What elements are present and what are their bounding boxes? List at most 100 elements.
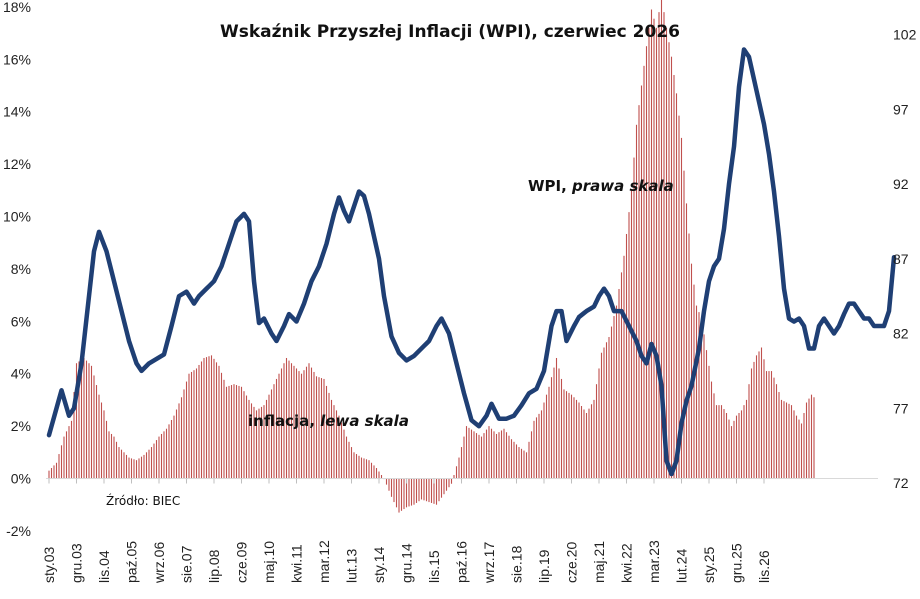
- inflation-bar: [63, 436, 65, 479]
- inflation-bar: [100, 402, 103, 479]
- inflation-bar: [328, 392, 330, 479]
- inflation-bar: [725, 413, 728, 479]
- inflation-bar: [743, 405, 745, 479]
- inflation-bar: [395, 478, 398, 508]
- inflation-bar: [688, 233, 690, 479]
- inflation-bar: [380, 475, 383, 479]
- x-axis-tick-label: cze.09: [234, 542, 250, 583]
- left-axis-tick-label: 0%: [11, 471, 31, 487]
- inflation-bar: [240, 386, 243, 479]
- inflation-bar: [433, 478, 435, 504]
- inflation-bar: [813, 397, 815, 479]
- inflation-bar: [428, 478, 430, 503]
- x-axis-labels: sty.03 gru.03 lis.04 paź.05 wrz.06 sie.07 lip.…: [41, 540, 772, 584]
- inflation-bar: [225, 386, 228, 479]
- inflation-bar: [765, 371, 768, 479]
- inflation-bar: [68, 426, 70, 479]
- inflation-bar: [78, 361, 80, 479]
- inflation-bar: [255, 410, 258, 479]
- inflation-bar: [275, 378, 278, 479]
- inflation-bar: [148, 449, 150, 479]
- inflation-bar: [98, 394, 100, 479]
- inflation-bar: [160, 433, 163, 479]
- x-axis-tick-label: gru.14: [399, 543, 415, 583]
- x-axis-tick-label: sie.07: [179, 545, 195, 583]
- inflation-bar: [468, 427, 470, 479]
- x-axis-tick-label: paź.16: [454, 541, 470, 583]
- inflation-bar: [550, 377, 553, 479]
- inflation-bar: [778, 392, 780, 479]
- inflation-bar: [758, 351, 760, 479]
- right-axis-tick-label: 72: [893, 475, 909, 491]
- inflation-bar: [248, 399, 250, 479]
- inflation-bar: [170, 419, 173, 479]
- wpi-annotation-name: WPI,: [528, 177, 572, 195]
- inflation-bar: [133, 459, 135, 479]
- chart-title: Wskaźnik Przyszłej Inflacji (WPI), czerw…: [220, 22, 680, 42]
- inflation-bar: [245, 395, 248, 479]
- inflation-bar: [770, 371, 773, 479]
- x-axis-tick-label: paź.05: [124, 541, 140, 583]
- inflation-bar: [528, 441, 530, 479]
- left-axis-tick-label: 8%: [11, 261, 31, 277]
- inflation-bar: [740, 410, 743, 479]
- inflation-bar: [493, 431, 495, 479]
- inflation-bar: [295, 368, 298, 479]
- inflation-bar: [155, 440, 158, 479]
- inflation-bar: [118, 447, 120, 479]
- inflation-bar: [65, 431, 68, 479]
- inflation-bar: [683, 170, 685, 479]
- inflation-bar: [788, 403, 790, 479]
- inflation-bar: [270, 389, 273, 479]
- inflation-bar: [60, 445, 63, 479]
- inflation-bar: [805, 402, 808, 479]
- inflation-bar: [333, 405, 335, 479]
- inflation-bar: [93, 375, 95, 479]
- inflation-bar: [290, 363, 293, 479]
- x-axis-tick-label: lut.24: [674, 549, 690, 583]
- inflation-bar: [123, 452, 125, 479]
- inflation-bar: [85, 360, 88, 479]
- inflation-bar: [663, 12, 665, 479]
- inflation-bar: [790, 405, 793, 479]
- inflation-bar: [458, 457, 460, 479]
- x-axis-tick-label: kwi.11: [289, 544, 305, 583]
- inflation-bar: [700, 318, 703, 479]
- inflation-bar: [603, 347, 605, 479]
- inflation-bar: [263, 405, 265, 479]
- left-axis-tick-label: 4%: [11, 366, 31, 382]
- x-axis-tick-label: mar.23: [646, 540, 662, 583]
- inflation-bar: [560, 378, 563, 479]
- inflation-bar: [745, 399, 748, 479]
- inflation-bar: [233, 384, 235, 479]
- inflation-bar: [453, 475, 455, 479]
- inflation-bar: [553, 367, 555, 479]
- inflation-bar: [783, 401, 785, 479]
- x-axis-tick-label: sty.25: [701, 546, 717, 583]
- inflation-bar: [513, 441, 515, 479]
- inflation-bar: [175, 409, 178, 479]
- inflation-bar: [303, 370, 305, 479]
- inflation-bar: [460, 447, 463, 479]
- inflation-bar: [330, 399, 333, 479]
- inflation-bar: [318, 377, 320, 479]
- inflation-annotation-name: inflacja,: [248, 412, 320, 430]
- inflation-bars: [48, 0, 815, 513]
- inflation-bar: [748, 384, 750, 479]
- inflation-bar: [353, 452, 355, 479]
- inflation-bar: [213, 358, 215, 479]
- inflation-bar: [195, 368, 198, 479]
- inflation-bar: [163, 431, 165, 479]
- inflation-bar: [685, 203, 688, 479]
- source-note: Źródło: BIEC: [106, 493, 180, 508]
- inflation-bar: [810, 394, 813, 479]
- left-axis-tick-label: 18%: [3, 0, 31, 15]
- inflation-bar: [533, 420, 535, 479]
- inflation-bar: [338, 415, 340, 479]
- inflation-bar: [588, 408, 590, 479]
- inflation-bar: [208, 356, 210, 479]
- inflation-bar: [230, 385, 233, 479]
- inflation-bar: [573, 397, 575, 479]
- inflation-bar: [413, 478, 415, 505]
- inflation-bar: [720, 405, 723, 479]
